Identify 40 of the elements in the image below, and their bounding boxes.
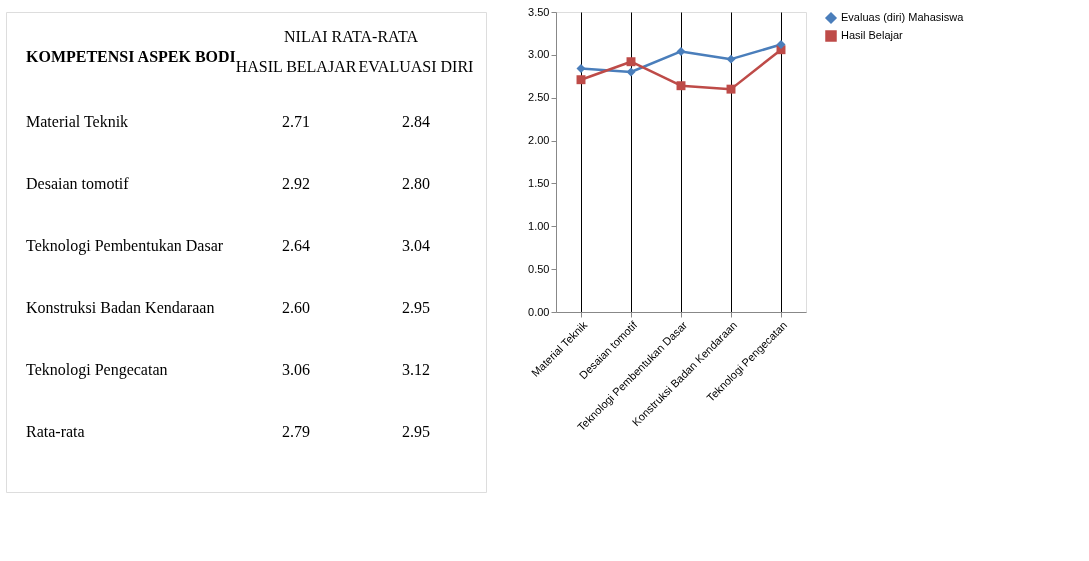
text: Desaian tomotif bbox=[26, 175, 130, 192]
text: 2.95 bbox=[402, 299, 430, 316]
y-tick-label: 2.50 bbox=[528, 91, 550, 104]
y-tick-label: 1.50 bbox=[528, 176, 550, 189]
legend-label: Evaluas (diri) Mahasiswa bbox=[841, 11, 965, 23]
y-tick-label: 3.00 bbox=[528, 48, 550, 61]
text: 2.64 bbox=[282, 237, 310, 254]
text: 2.84 bbox=[402, 113, 430, 130]
point bbox=[576, 64, 586, 74]
point bbox=[676, 46, 686, 56]
text: Rata-rata bbox=[26, 423, 85, 440]
point bbox=[776, 40, 786, 50]
text: 3.04 bbox=[402, 237, 430, 254]
text: 3.12 bbox=[402, 361, 430, 378]
point bbox=[626, 67, 636, 77]
text: 2.92 bbox=[282, 175, 310, 192]
text: 2.80 bbox=[402, 175, 430, 192]
text: HASIL BELAJAR bbox=[235, 58, 357, 75]
text: EVALUASI DIRI bbox=[358, 58, 474, 75]
y-tick-label: 3.50 bbox=[528, 5, 550, 18]
text: Material Teknik bbox=[26, 113, 129, 130]
point bbox=[726, 54, 736, 64]
y-tick-label: 0.00 bbox=[528, 305, 550, 318]
text: Konstruksi Badan Kendaraan bbox=[26, 299, 215, 316]
y-tick-label: 0.50 bbox=[528, 262, 550, 275]
point bbox=[576, 75, 586, 85]
legend-label: Hasil Belajar bbox=[841, 29, 904, 41]
text: 3.06 bbox=[282, 361, 310, 378]
text: KOMPETENSI ASPEK BODI bbox=[26, 48, 236, 65]
point bbox=[626, 57, 636, 67]
text: Teknologi Pembentukan Dasar bbox=[26, 237, 224, 255]
y-tick-label: 2.00 bbox=[528, 134, 550, 147]
point bbox=[676, 81, 686, 91]
text: 2.71 bbox=[282, 113, 310, 130]
point bbox=[726, 84, 736, 94]
text: NILAI RATA-RATA bbox=[284, 28, 419, 45]
y-tick-label: 1.00 bbox=[528, 219, 550, 232]
text: 2.95 bbox=[402, 423, 430, 440]
text: 2.60 bbox=[282, 299, 310, 316]
text: 2.79 bbox=[282, 423, 310, 440]
